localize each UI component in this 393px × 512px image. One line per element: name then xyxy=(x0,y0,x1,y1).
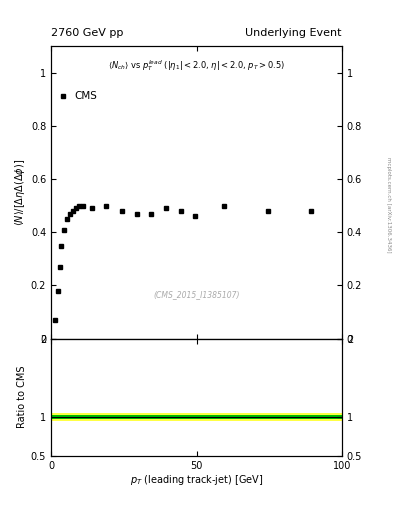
Text: (CMS_2015_I1385107): (CMS_2015_I1385107) xyxy=(153,290,240,300)
X-axis label: $p_T$ (leading track-jet) [GeV]: $p_T$ (leading track-jet) [GeV] xyxy=(130,473,263,487)
Text: mcplots.cern.ch [arXiv:1306.3436]: mcplots.cern.ch [arXiv:1306.3436] xyxy=(386,157,391,252)
Y-axis label: $\langle N \rangle/[\Delta\eta\Delta(\Delta\phi)]$: $\langle N \rangle/[\Delta\eta\Delta(\De… xyxy=(13,159,27,226)
Text: 2760 GeV pp: 2760 GeV pp xyxy=(51,28,123,38)
Text: CMS: CMS xyxy=(74,91,97,101)
Y-axis label: Ratio to CMS: Ratio to CMS xyxy=(17,366,27,429)
Text: $\langle N_{ch}\rangle$ vs $p_T^{lead}$ ($|\eta_1|$$<$2.0, $\eta$$|$$<$2.0, $p_T: $\langle N_{ch}\rangle$ vs $p_T^{lead}$ … xyxy=(108,58,285,73)
Text: Underlying Event: Underlying Event xyxy=(245,28,342,38)
